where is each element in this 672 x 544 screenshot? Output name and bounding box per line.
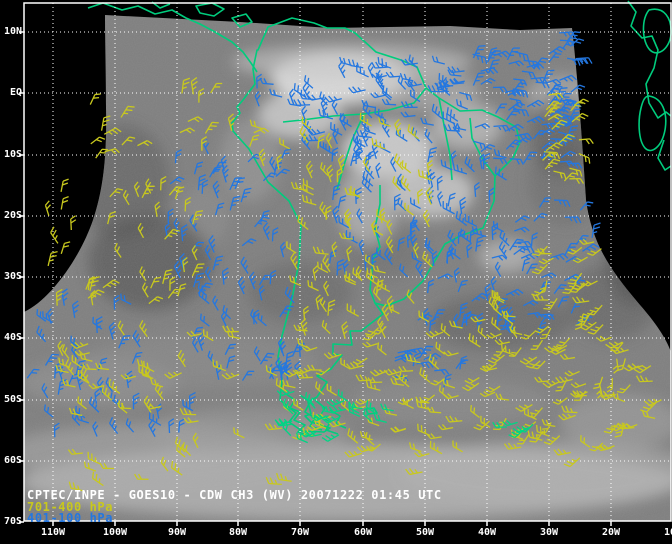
barb-cluster-mid [44, 176, 205, 306]
lon-label-90w: 90W [167, 527, 187, 538]
barb-cluster-mid [55, 319, 296, 431]
legend-entry-high-level: 401-100 hPa [27, 511, 114, 525]
lon-label-30w: 30W [539, 527, 559, 538]
barb-cluster-high [417, 267, 524, 333]
barb-cluster-mid [249, 112, 419, 173]
barb-cluster-high [328, 146, 510, 278]
barb-cluster-mid [593, 358, 662, 438]
lon-label-20w: 20W [601, 527, 621, 538]
lon-label-60w: 60W [353, 527, 373, 538]
legend-entry-mid-level: 701-400 hPa [27, 500, 114, 514]
barb-cluster-mid [448, 290, 523, 338]
coastlines [87, 0, 672, 437]
wind-barbs [26, 31, 662, 492]
barb-cluster-mid [479, 331, 656, 445]
lon-label-70w: 70W [290, 527, 310, 538]
lat-label-70s: 70S [3, 516, 22, 527]
lat-label-60s: 60S [3, 455, 22, 466]
barb-cluster-mid [503, 435, 615, 468]
lat-label-50s: 50S [3, 394, 22, 405]
lon-label-10w: 10W [663, 527, 672, 538]
lat-label-30s: 30S [3, 271, 22, 282]
barb-cluster-high [459, 45, 588, 165]
barb-cluster-mid [67, 427, 292, 492]
barb-cluster-high [164, 138, 292, 294]
barb-cluster-mid [344, 440, 463, 476]
barb-cluster-low [274, 388, 349, 444]
barb-cluster-mid [89, 77, 270, 159]
lon-label-100w: 100W [102, 527, 128, 538]
lon-label-110w: 110W [40, 527, 66, 538]
pressure-level-legend: 701-400 hPa 401-100 hPa [27, 500, 442, 525]
lon-label-80w: 80W [228, 527, 248, 538]
lat-label-eq: EQ [9, 87, 22, 98]
lat-label-10s: 10S [3, 149, 22, 160]
title-block: CPTEC/INPE - GOES10 - CDW CH3 (WV) 20071… [27, 488, 442, 525]
barb-cluster-low [492, 420, 534, 439]
lon-label-50w: 50W [415, 527, 435, 538]
barb-cluster-mid [286, 159, 434, 339]
barb-cluster-high [36, 288, 141, 349]
barb-cluster-high [393, 345, 469, 388]
barb-cluster-low [348, 400, 394, 423]
map-title: CPTEC/INPE - GOES10 - CDW CH3 (WV) 20071… [27, 488, 442, 502]
barb-cluster-mid [283, 323, 496, 446]
barb-cluster-high [254, 73, 314, 135]
lat-label-10n: 10N [3, 26, 22, 37]
barb-cluster-high [554, 31, 593, 169]
barb-cluster-high [43, 392, 196, 438]
lat-label-20s: 20S [3, 210, 22, 221]
lon-label-40w: 40W [477, 527, 497, 538]
barb-cluster-high [192, 269, 305, 381]
lat-label-40s: 40S [3, 332, 22, 343]
barb-cluster-mid [531, 238, 604, 340]
barb-cluster-mid [542, 92, 594, 184]
